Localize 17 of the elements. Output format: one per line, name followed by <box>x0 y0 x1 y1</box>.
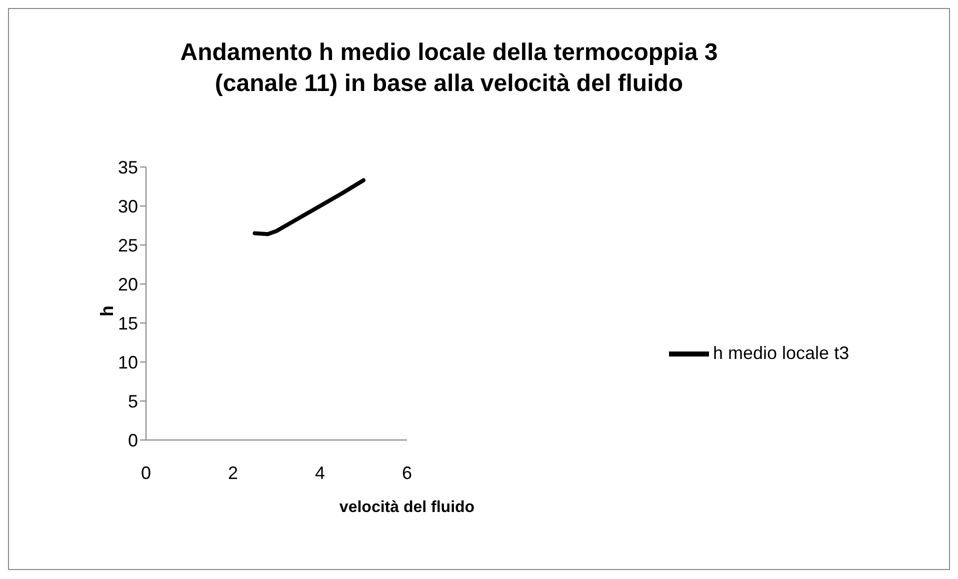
line-series <box>252 178 366 236</box>
y-tick-label: 30 <box>118 196 138 216</box>
x-tick-label: 4 <box>314 462 326 483</box>
x-tick-label: 6 <box>402 462 412 483</box>
y-tick-label: 15 <box>118 313 138 334</box>
x-tick-label: 0 <box>140 462 152 483</box>
y-tick-label: 35 <box>118 157 138 178</box>
chart-title: Andamento h medio locale della termocoppia 3 (canale 11) in base alla velocità del fluido <box>179 38 719 99</box>
x-axis-title: velocità del fluido <box>338 499 476 517</box>
legend-label: h medio locale t3 <box>713 342 850 363</box>
y-axis-title: h <box>97 304 118 318</box>
y-tick-label: 20 <box>118 274 138 294</box>
y-tick-label: 25 <box>118 235 138 256</box>
x-tick-label: 2 <box>228 462 238 483</box>
y-tick-label: 5 <box>128 391 138 412</box>
y-tick-label: 0 <box>128 430 138 450</box>
y-tick-label: 10 <box>118 352 138 372</box>
